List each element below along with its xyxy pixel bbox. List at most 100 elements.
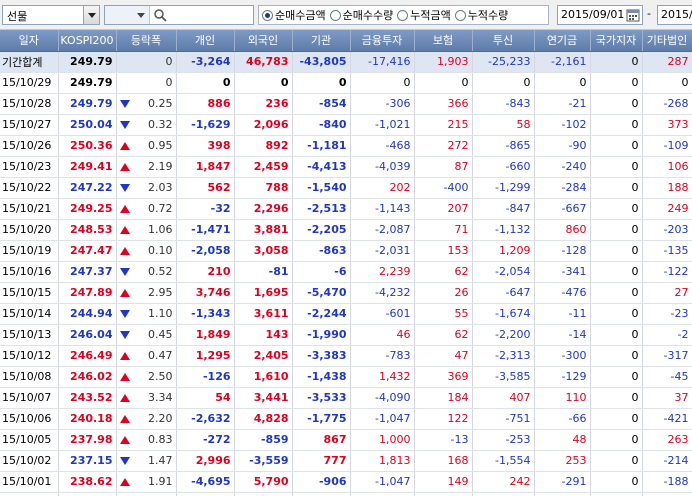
- etc-cell: -2: [642, 324, 692, 346]
- pension-cell: 253: [534, 450, 591, 472]
- kospi200-cell: 249.79: [58, 72, 117, 94]
- date-cell: 15/10/16: [0, 261, 59, 283]
- table-row[interactable]: 15/10/08 246.02 2.50 -126 1,610 -1,438 1,432 36…: [0, 366, 692, 388]
- calendar-icon[interactable]: [626, 8, 640, 22]
- table-row[interactable]: 15/10/21 249.25 0.72 -32 2,296 -2,513 -1,143 20…: [0, 198, 692, 220]
- foreign-cell: -859: [234, 429, 293, 451]
- etc-cell: 27: [642, 282, 692, 304]
- trust-cell: -660: [472, 156, 535, 178]
- radio-dot-icon[interactable]: [454, 9, 466, 21]
- radio-option-0[interactable]: 순매수금액: [262, 7, 326, 23]
- etc-cell: -188: [642, 471, 692, 493]
- change-wrap: 0.32: [119, 118, 173, 131]
- indiv-cell: 1,295: [176, 345, 235, 367]
- date-cell: 15/10/08: [0, 366, 59, 388]
- foreign-cell: 143: [234, 324, 293, 346]
- etc-cell: 106: [642, 156, 692, 178]
- change-cell: 2.03: [116, 177, 177, 199]
- table-row[interactable]: 15/10/16 247.37 0.52 210 -81 -6 2,239 62 -2,054-…: [0, 261, 692, 283]
- radio-dot-icon[interactable]: [329, 9, 341, 21]
- column-header[interactable]: KOSPI200: [58, 30, 117, 52]
- foreign-cell: 3,881: [234, 219, 293, 241]
- trust-cell: -3,585: [472, 366, 535, 388]
- triangle-up-icon: [119, 204, 130, 213]
- change-value: 1.91: [148, 475, 173, 488]
- date-cell: 15/10/27: [0, 114, 59, 136]
- change-wrap: 2.95: [119, 286, 173, 299]
- table-row[interactable]: 15/10/19 247.47 0.10 -2,058 3,058 -863 -2,031 1…: [0, 240, 692, 262]
- radio-option-3[interactable]: 누적수량: [454, 7, 508, 23]
- table-row[interactable]: 15/10/06 240.18 2.20 -2,632 4,828 -1,775 -1,04…: [0, 408, 692, 430]
- table-row[interactable]: 15/10/01 238.62 1.91 -4,695 5,790 -906 -1,047 1…: [0, 471, 692, 493]
- foreign-cell: 2,296: [234, 198, 293, 220]
- fin-cell: -306: [350, 93, 415, 115]
- table-row[interactable]: 15/10/28 249.79 0.25 886 236 -854 -306 366 -843-…: [0, 93, 692, 115]
- column-header[interactable]: 개인: [176, 30, 235, 52]
- table-row[interactable]: 15/10/23 249.41 2.19 1,847 2,459 -4,413 -4,039…: [0, 156, 692, 178]
- kospi200-cell: 250.04: [58, 114, 117, 136]
- pension-cell: -128: [534, 240, 591, 262]
- date-cell: 15/10/20: [0, 219, 59, 241]
- change-wrap: 0.25: [119, 97, 173, 110]
- search-dropdown[interactable]: [105, 6, 150, 24]
- table-row[interactable]: 15/10/14 244.94 1.10 -1,343 3,611 -2,244 -601 5…: [0, 303, 692, 325]
- date-from-field[interactable]: 2015/09/01: [557, 5, 643, 25]
- change-cell: 0.95: [116, 135, 177, 157]
- kospi200-cell: 247.37: [58, 261, 117, 283]
- radio-option-2[interactable]: 누적금액: [397, 7, 451, 23]
- column-header[interactable]: 일자: [0, 30, 59, 52]
- inst-cell: -6: [292, 261, 351, 283]
- search-icon[interactable]: [153, 8, 167, 22]
- column-header[interactable]: 금융투자: [350, 30, 415, 52]
- triangle-down-icon: [119, 267, 130, 276]
- table-row[interactable]: 15/10/26 250.36 0.95 398 892 -1,181 -468 272 -86…: [0, 135, 692, 157]
- pension-cell: -66: [534, 408, 591, 430]
- kospi200-cell: 248.53: [58, 219, 117, 241]
- ins-cell: 122: [414, 408, 473, 430]
- table-row[interactable]: 15/10/13 246.04 0.45 1,849 143 -1,990 46 62 -2,2…: [0, 324, 692, 346]
- fin-cell: -468: [350, 135, 415, 157]
- search-input[interactable]: [104, 5, 254, 25]
- gov-cell: 0: [590, 492, 643, 496]
- radio-dot-icon[interactable]: [262, 9, 273, 21]
- column-header[interactable]: 연기금: [534, 30, 591, 52]
- date-cell: 15/10/06: [0, 408, 59, 430]
- table-row[interactable]: 15/10/20 248.53 1.06 -1,471 3,881 -2,205 -2,08…: [0, 219, 692, 241]
- inst-cell: -1,775: [292, 408, 351, 430]
- fin-cell: -1,765: [350, 492, 415, 496]
- column-header[interactable]: 기타법인: [642, 30, 692, 52]
- column-header[interactable]: 투신: [472, 30, 535, 52]
- table-row[interactable]: 15/10/02 237.15 1.47 2,996 -3,559 777 1,813 168…: [0, 450, 692, 472]
- date-to-field[interactable]: 2015/10/29: [657, 5, 692, 25]
- change-cell: 1.47: [116, 450, 177, 472]
- pension-cell: -129: [534, 366, 591, 388]
- table-row[interactable]: 15/10/29 249.79 0 0 0 0 0 0 0 0 0 0: [0, 72, 692, 94]
- kospi200-cell: 247.47: [58, 240, 117, 262]
- change-cell: 0.45: [116, 324, 177, 346]
- table-row[interactable]: 15/10/05 237.98 0.83 -272 -859 867 1,000 -13 -25…: [0, 429, 692, 451]
- table-row[interactable]: 15/10/22 247.22 2.03 562 788 -1,540 202 -400 -1,…: [0, 177, 692, 199]
- summary-row[interactable]: 기간합계 249.79 0 -3,264 46,783 -43,805 -17,416 1,9…: [0, 51, 692, 73]
- radio-dot-icon[interactable]: [397, 9, 409, 21]
- pension-cell: -90: [534, 135, 591, 157]
- table-row[interactable]: 15/10/27 250.04 0.32 -1,629 2,096 -840 -1,021 2…: [0, 114, 692, 136]
- etc-cell: 287: [642, 51, 692, 73]
- date-cell: 15/10/28: [0, 93, 59, 115]
- table-row[interactable]: 15/09/30236.712.92-3,9856,912-3,246-1,76…: [0, 492, 692, 496]
- fin-cell: -2,087: [350, 219, 415, 241]
- chevron-down-icon[interactable]: [83, 6, 99, 24]
- column-header[interactable]: 기관: [292, 30, 351, 52]
- table-row[interactable]: 15/10/15 247.89 2.95 3,746 1,695 -5,470 -4,232…: [0, 282, 692, 304]
- table-row[interactable]: 15/10/07 243.52 3.34 54 3,441 -3,533 -4,090 184…: [0, 387, 692, 409]
- pension-cell: -102: [534, 114, 591, 136]
- column-header[interactable]: 외국인: [234, 30, 293, 52]
- change-cell: 2.50: [116, 366, 177, 388]
- trust-cell: -1,554: [472, 450, 535, 472]
- change-value: 1.10: [148, 307, 173, 320]
- column-header[interactable]: 국가지자: [590, 30, 643, 52]
- table-row[interactable]: 15/10/12 246.49 0.47 1,295 2,405 -3,383 -783 47…: [0, 345, 692, 367]
- radio-option-1[interactable]: 순매수수량: [329, 7, 393, 23]
- market-select[interactable]: 선물: [2, 5, 100, 25]
- column-header[interactable]: 보험: [414, 30, 473, 52]
- column-header[interactable]: 등락폭: [116, 30, 177, 52]
